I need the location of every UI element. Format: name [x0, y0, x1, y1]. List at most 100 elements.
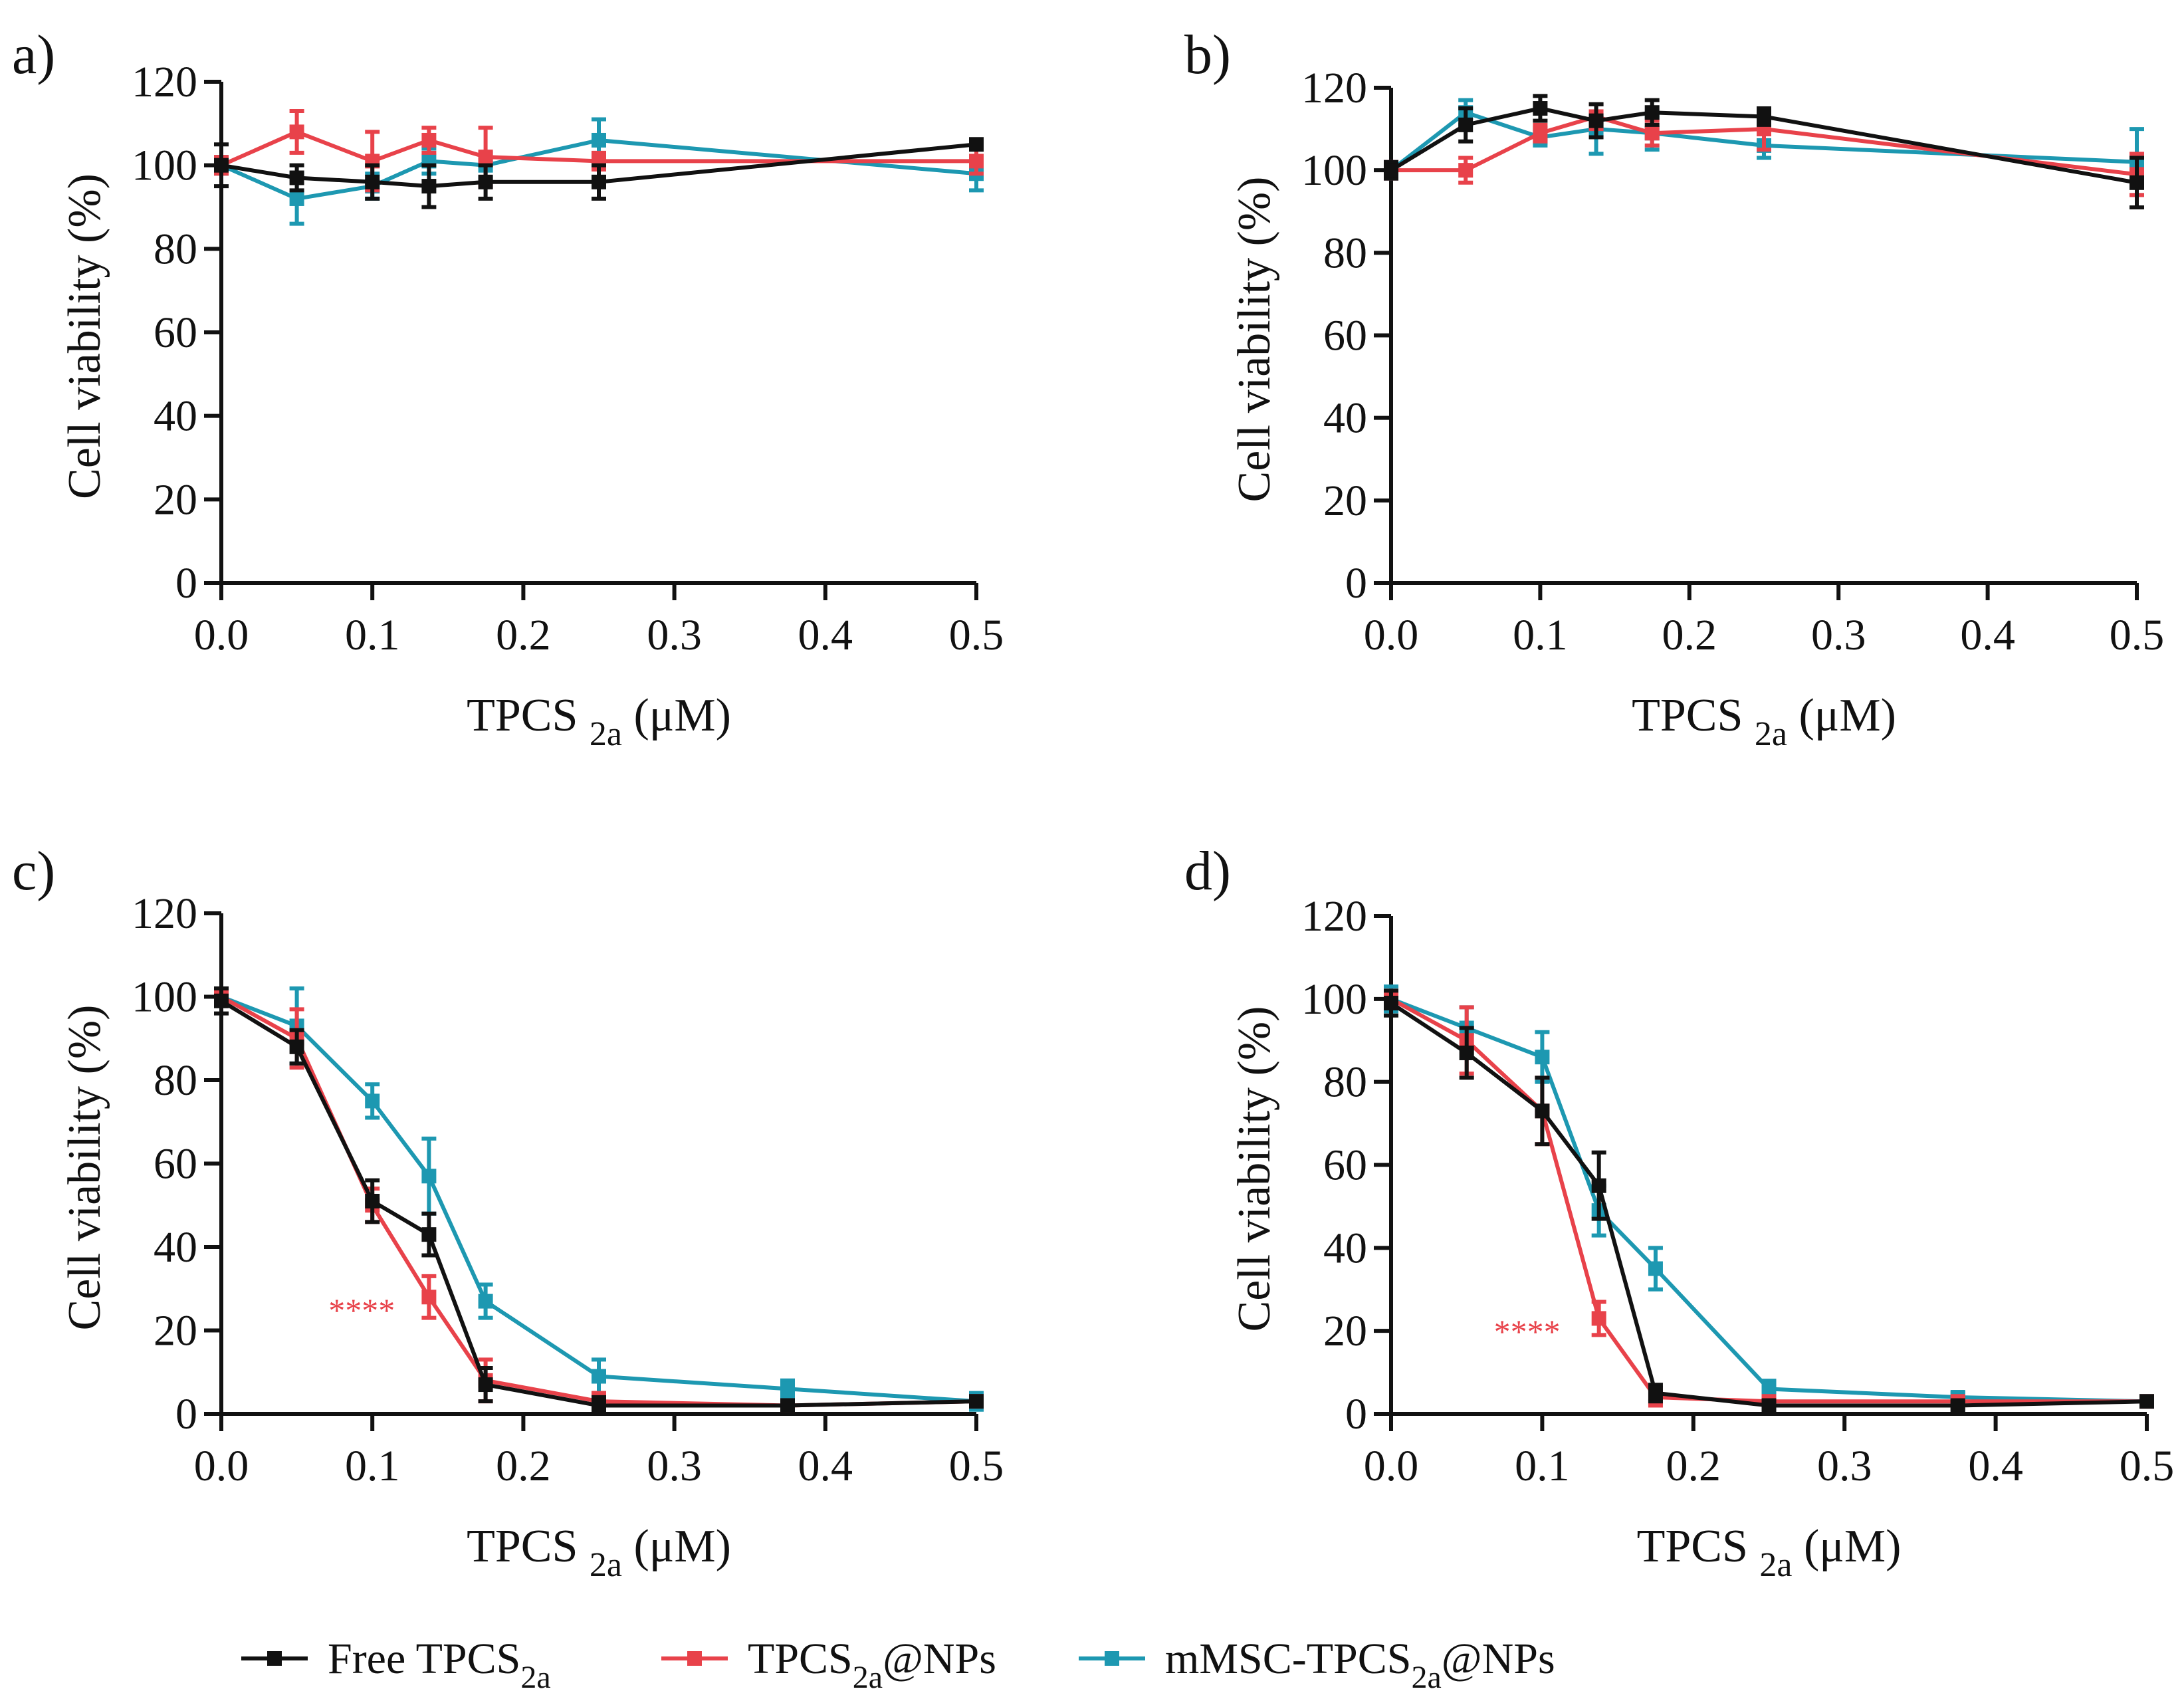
data-point — [1648, 1385, 1663, 1401]
y-tick-label: 100 — [1301, 975, 1367, 1024]
x-tick-label: 0.4 — [798, 611, 853, 659]
x-tick-label: 0.0 — [194, 611, 249, 659]
y-tick-label: 120 — [1301, 892, 1367, 941]
data-point — [1459, 1045, 1474, 1060]
x-tick-label: 0.2 — [1662, 611, 1717, 659]
data-point — [365, 1193, 380, 1208]
data-point — [969, 1394, 984, 1409]
data-point — [592, 1398, 606, 1413]
y-axis-title: Cell viability (%) — [59, 1005, 110, 1331]
x-tick-label: 0.5 — [2110, 611, 2165, 659]
legend-label-sub: 2a — [520, 1660, 550, 1695]
data-point — [780, 1381, 795, 1397]
data-point — [1535, 1050, 1550, 1065]
x-axis-title: TPCS 2a (μM) — [1632, 690, 1896, 753]
x-axis-title-unit: (μM) — [622, 1521, 731, 1572]
x-tick-label: 0.3 — [1817, 1442, 1872, 1490]
data-point — [2139, 1394, 2154, 1409]
x-tick-label: 0.1 — [1515, 1442, 1570, 1490]
data-point — [289, 170, 304, 185]
y-tick-label: 60 — [154, 308, 197, 357]
x-axis-title-sub: 2a — [1755, 715, 1787, 753]
series-tpcs2a-nps — [214, 986, 984, 1413]
panel-label: d) — [1184, 840, 1231, 902]
panel-d: d) 0 20 40 60 80 100 120 0.0 0.1 0.2 0.3 0.4 0.5 Cell … — [1184, 840, 2174, 1584]
series-mmsc-tpcs2a-nps — [214, 986, 984, 1412]
y-tick-label: 0 — [175, 1390, 197, 1438]
data-point — [478, 150, 493, 165]
data-point — [421, 1290, 437, 1305]
y-tick-label: 80 — [154, 225, 197, 273]
y-tick-label: 0 — [1345, 559, 1367, 608]
series-line — [220, 994, 977, 1408]
series-line — [220, 994, 977, 1404]
data-point — [780, 1398, 795, 1413]
y-tick-label: 100 — [132, 973, 197, 1022]
y-tick-label: 20 — [1323, 477, 1367, 525]
x-tick-label: 0.0 — [194, 1442, 249, 1490]
data-point — [1588, 113, 1604, 128]
y-tick-label: 120 — [132, 889, 197, 938]
data-point — [478, 1377, 493, 1393]
data-point — [421, 1169, 437, 1184]
x-axis-title-base: TPCS — [467, 1521, 590, 1572]
legend-item-tpcs2a-nps: TPCS2a@NPs — [661, 1635, 996, 1695]
data-point — [214, 993, 229, 1008]
panel-label: c) — [12, 840, 55, 902]
y-tick-label: 120 — [132, 58, 197, 106]
series-free-tpcs2a — [1384, 94, 2144, 210]
x-tick-label: 0.4 — [798, 1442, 853, 1490]
data-point — [365, 174, 380, 189]
series-free-tpcs2a — [214, 137, 984, 209]
y-tick-label: 40 — [154, 1223, 197, 1272]
x-axis-title: TPCS 2a (μM) — [467, 690, 731, 753]
panel-c: c) 0 20 40 60 80 100 120 0.0 0.1 0.2 0.3 0.4 0.5 Cell … — [12, 840, 1004, 1584]
y-tick-label: 100 — [1301, 146, 1367, 195]
legend-label: TPCS2a@NPs — [748, 1635, 996, 1695]
legend-label-sub: 2a — [853, 1660, 883, 1695]
y-axis-title: Cell viability (%) — [1229, 177, 1280, 503]
data-point — [214, 158, 229, 173]
y-tick-label: 60 — [154, 1140, 197, 1189]
panel-b: b) 0 20 40 60 80 100 120 0.0 0.1 0.2 0.3 0.4 0.5 Cell … — [1184, 24, 2164, 753]
x-axis-title-base: TPCS — [467, 690, 590, 741]
series-free-tpcs2a — [214, 986, 984, 1416]
data-point — [592, 132, 606, 148]
legend-label-suffix: @NPs — [883, 1635, 996, 1683]
data-point — [969, 154, 984, 169]
x-tick-label: 0.2 — [496, 1442, 551, 1490]
x-tick-label: 0.3 — [647, 611, 702, 659]
data-point — [1533, 101, 1548, 116]
x-tick-label: 0.3 — [647, 1442, 702, 1490]
legend-swatch-marker — [687, 1651, 702, 1666]
x-axis-title-base: TPCS — [1632, 690, 1755, 741]
x-axis-title: TPCS 2a (μM) — [1637, 1521, 1902, 1584]
x-tick-label: 0.5 — [2120, 1442, 2175, 1490]
x-axis-title-unit: (μM) — [1793, 1521, 1902, 1572]
legend-label-base: TPCS — [748, 1635, 853, 1683]
data-point — [1384, 163, 1398, 178]
data-point — [1644, 105, 1660, 120]
x-axis-title-sub: 2a — [590, 715, 622, 753]
x-tick-label: 0.1 — [345, 611, 400, 659]
x-axis-title-base: TPCS — [1637, 1521, 1760, 1572]
series-line — [220, 999, 977, 1408]
significance-marker: **** — [1494, 1313, 1561, 1350]
y-tick-label: 40 — [1323, 394, 1367, 443]
legend-item-mmsc-tpcs2a-nps: mMSC-TPCS2a@NPs — [1079, 1635, 1555, 1695]
data-point — [478, 174, 493, 189]
data-point — [365, 1093, 380, 1109]
x-tick-label: 0.4 — [1968, 1442, 2023, 1490]
data-point — [1757, 109, 1771, 124]
y-tick-label: 0 — [175, 559, 197, 608]
legend-label-base: Free TPCS — [328, 1635, 520, 1683]
data-point — [1458, 163, 1474, 178]
data-point — [1644, 126, 1660, 141]
panel-label: b) — [1184, 24, 1231, 86]
y-tick-label: 20 — [154, 1307, 197, 1355]
y-tick-label: 40 — [1323, 1224, 1367, 1272]
data-point — [289, 191, 304, 206]
x-tick-label: 0.1 — [1513, 611, 1568, 659]
legend: Free TPCS2a TPCS2a@NPs mMSC-TPCS2a@NPs — [241, 1635, 1555, 1695]
x-tick-label: 0.3 — [1811, 611, 1866, 659]
